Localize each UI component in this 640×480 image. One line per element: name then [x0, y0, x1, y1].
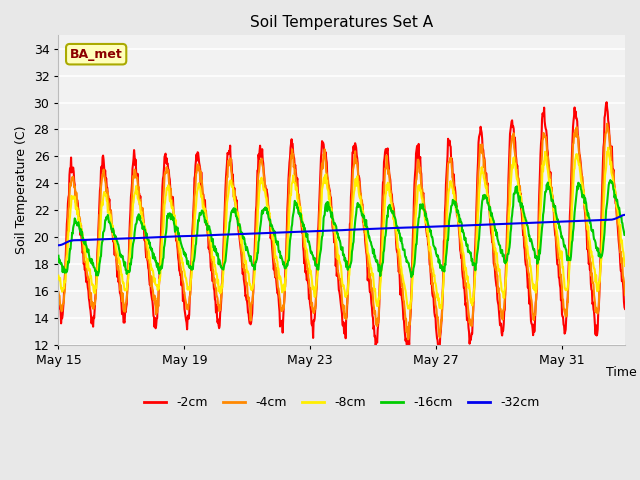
- -2cm: [265, 216, 273, 222]
- Line: -32cm: -32cm: [58, 215, 625, 245]
- -32cm: [347, 227, 355, 233]
- Line: -4cm: -4cm: [58, 124, 625, 339]
- -16cm: [265, 216, 273, 222]
- Title: Soil Temperatures Set A: Soil Temperatures Set A: [250, 15, 433, 30]
- -8cm: [465, 285, 472, 291]
- Text: BA_met: BA_met: [70, 48, 122, 60]
- -4cm: [404, 336, 412, 342]
- -4cm: [129, 187, 136, 193]
- -4cm: [205, 236, 212, 242]
- -32cm: [464, 222, 472, 228]
- -2cm: [205, 246, 212, 252]
- -4cm: [621, 292, 629, 298]
- -16cm: [408, 274, 415, 280]
- -2cm: [603, 99, 611, 105]
- -8cm: [604, 145, 612, 151]
- -2cm: [621, 306, 629, 312]
- -8cm: [265, 211, 273, 217]
- -4cm: [585, 240, 593, 246]
- -16cm: [205, 226, 212, 231]
- -16cm: [54, 253, 62, 259]
- -16cm: [129, 246, 136, 252]
- -2cm: [129, 166, 136, 171]
- -32cm: [621, 212, 629, 218]
- Line: -16cm: -16cm: [58, 180, 625, 277]
- -4cm: [604, 121, 611, 127]
- Y-axis label: Soil Temperature (C): Soil Temperature (C): [15, 126, 28, 254]
- -16cm: [347, 260, 355, 266]
- -4cm: [54, 289, 62, 295]
- -8cm: [129, 213, 136, 219]
- -8cm: [585, 234, 593, 240]
- -16cm: [621, 232, 629, 238]
- -16cm: [585, 214, 593, 220]
- -8cm: [437, 306, 445, 312]
- -4cm: [465, 310, 472, 315]
- -2cm: [465, 325, 472, 331]
- Line: -2cm: -2cm: [58, 102, 625, 353]
- -2cm: [347, 194, 355, 200]
- -16cm: [465, 247, 472, 253]
- -32cm: [129, 235, 136, 241]
- X-axis label: Time: Time: [605, 366, 636, 379]
- -2cm: [54, 294, 62, 300]
- -32cm: [205, 232, 212, 238]
- -2cm: [585, 261, 593, 267]
- -32cm: [265, 230, 273, 236]
- -4cm: [347, 215, 355, 220]
- -4cm: [265, 212, 273, 218]
- -16cm: [607, 177, 614, 183]
- Legend: -2cm, -4cm, -8cm, -16cm, -32cm: -2cm, -4cm, -8cm, -16cm, -32cm: [139, 391, 545, 414]
- -8cm: [347, 241, 355, 247]
- -32cm: [584, 218, 592, 224]
- Line: -8cm: -8cm: [58, 148, 625, 309]
- -32cm: [54, 242, 62, 248]
- -8cm: [205, 226, 212, 232]
- -8cm: [54, 273, 62, 278]
- -8cm: [621, 263, 629, 269]
- -2cm: [435, 350, 442, 356]
